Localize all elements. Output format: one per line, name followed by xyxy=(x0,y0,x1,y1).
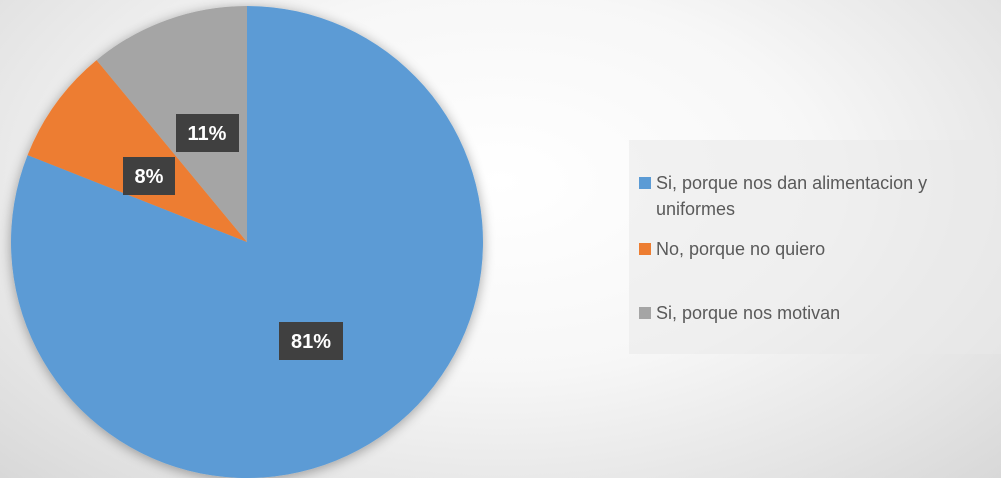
pie-data-labels: 81% 8% 11% xyxy=(123,114,343,360)
legend-item-1: Si, porque nos dan alimentacion y unifor… xyxy=(639,170,1001,222)
pie-slices xyxy=(10,6,483,478)
data-label-box-3 xyxy=(176,114,239,152)
pie-slice-3 xyxy=(96,6,248,242)
legend-swatch-1 xyxy=(639,177,651,189)
chart-legend: Si, porque nos dan alimentacion y unifor… xyxy=(629,140,1001,354)
data-label-2: 8% xyxy=(123,157,175,195)
legend-item-2: No, porque no quiero xyxy=(639,236,1001,262)
legend-item-3: Si, porque nos motivan xyxy=(639,300,1001,326)
pie-slice-2 xyxy=(27,60,247,242)
legend-label-2: No, porque no quiero xyxy=(656,239,826,259)
data-label-box-2 xyxy=(123,157,175,195)
legend-swatch-3 xyxy=(639,307,651,319)
data-label-3: 11% xyxy=(176,114,239,152)
data-label-box-1 xyxy=(279,322,343,360)
legend-label-3: Si, porque nos motivan xyxy=(656,303,841,323)
data-label-1: 81% xyxy=(279,322,343,360)
legend-label-1: Si, porque nos dan alimentacion y unifor… xyxy=(656,173,928,219)
data-label-text-3: 11% xyxy=(188,123,227,145)
data-label-text-1: 81% xyxy=(291,331,331,353)
legend-swatch-2 xyxy=(639,243,651,255)
pie-slice-1 xyxy=(10,6,483,478)
data-label-text-2: 8% xyxy=(135,166,164,188)
